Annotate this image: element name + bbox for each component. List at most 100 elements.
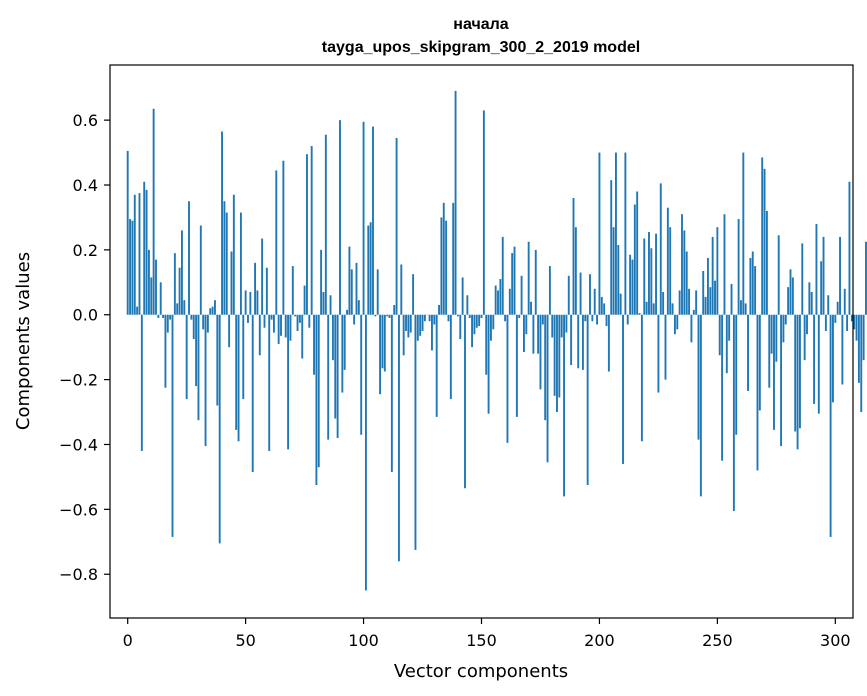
bar [593,288,596,315]
bar [560,314,563,338]
bar [711,236,714,315]
bar [754,266,757,315]
bar [487,314,490,414]
bar [379,314,382,395]
y-tick-label: 0.0 [73,306,98,325]
bar [789,269,792,315]
bar [586,314,589,486]
bar [556,314,558,413]
bar [256,290,259,315]
bar [855,314,858,341]
x-axis-ticks: 0 50 100 150 200 250 300 [123,618,851,650]
bar [813,314,816,404]
bar [291,266,294,315]
bar [431,314,433,351]
bar [676,314,679,330]
bar [688,288,691,315]
bar [468,314,471,318]
bar [482,110,485,315]
bar [839,236,841,315]
bar [702,270,705,315]
bar [308,314,311,328]
bar [478,314,481,327]
bar [176,303,179,315]
bar [624,152,627,315]
bar [803,314,806,361]
bar [206,314,209,333]
bar [166,314,169,333]
bar [171,314,174,537]
bar [511,253,514,315]
bar [699,314,702,497]
bar [822,236,825,315]
bar [225,212,228,315]
bar [251,314,254,473]
bar [211,306,214,315]
bar [629,254,632,315]
y-axis-ticks: −0.8 −0.6 −0.4 −0.2 0.0 0.2 0.4 0.6 [59,111,110,584]
bar [261,238,264,315]
bar [671,303,674,315]
bar [204,314,207,447]
bar [398,314,400,562]
bar [723,214,726,315]
bar [202,314,205,330]
bar [447,314,450,322]
bar [355,262,358,315]
bar [265,267,268,315]
bar [320,249,323,315]
bar [412,274,415,315]
bar [143,181,146,315]
bar [721,314,724,461]
bar [317,314,320,468]
bar [784,314,787,325]
bar [525,314,528,335]
bar [843,288,846,315]
bar [242,314,245,400]
bar [730,283,733,315]
bar [747,314,749,391]
bar [433,314,436,325]
bar [324,134,327,315]
bar [758,314,761,411]
bar [650,248,653,315]
bar [395,137,398,315]
bar [145,189,148,315]
bar [662,292,665,315]
chart-title-line1: начала [453,16,509,33]
bar [735,314,738,435]
y-tick-label: 0.2 [73,241,98,260]
bar [157,314,160,318]
bar [147,249,150,315]
bar [633,204,636,315]
bar [173,253,176,315]
bar [626,314,629,325]
bar [539,314,542,390]
bar [152,108,155,315]
bar [732,314,735,511]
bar [846,314,849,331]
y-tick-label: −0.6 [59,500,98,519]
bar [567,275,570,315]
bar [221,131,223,315]
y-tick-label: 0.4 [73,176,98,195]
bar [796,314,799,450]
bar [589,274,591,315]
bar [409,314,412,333]
bar [216,314,219,406]
bar [808,282,811,315]
bar [777,235,780,315]
bar [600,296,603,315]
bar [393,305,396,315]
bar [423,314,426,322]
bar [780,314,783,447]
bar [565,314,568,333]
bar [570,314,573,366]
bar [853,314,856,330]
bar [181,230,183,315]
bar [725,314,728,374]
bar [678,290,681,315]
bar [544,314,547,421]
bar [280,314,282,336]
bar [860,314,863,413]
